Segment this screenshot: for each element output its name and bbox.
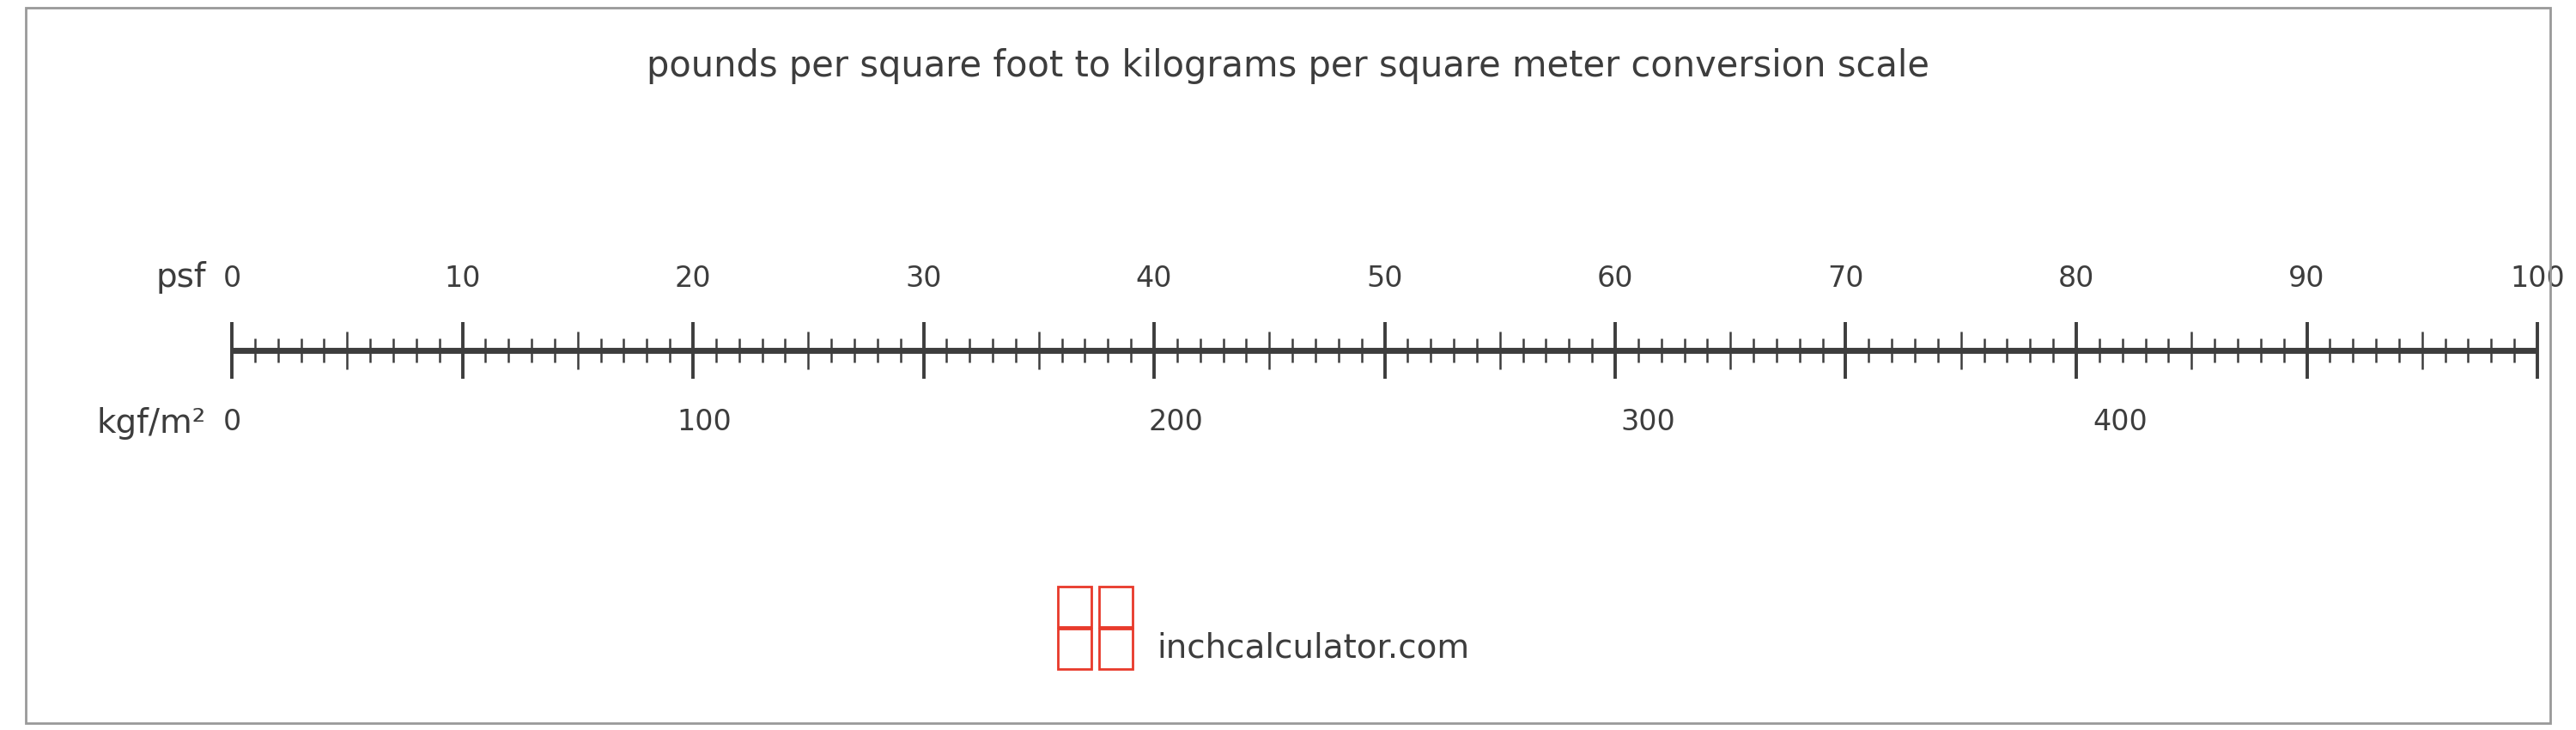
Text: 100: 100 (677, 408, 732, 437)
Text: inchcalculator.com: inchcalculator.com (1157, 631, 1468, 664)
Text: 0: 0 (222, 408, 242, 437)
Text: 10: 10 (443, 264, 482, 293)
Text: 30: 30 (904, 264, 943, 293)
Text: psf: psf (155, 261, 206, 293)
Text: 60: 60 (1597, 264, 1633, 293)
Text: 90: 90 (2287, 264, 2326, 293)
Text: 70: 70 (1826, 264, 1865, 293)
Text: 50: 50 (1365, 264, 1404, 293)
Text: 400: 400 (2094, 408, 2148, 437)
Text: 200: 200 (1149, 408, 1203, 437)
Text: 40: 40 (1136, 264, 1172, 293)
Text: 80: 80 (2058, 264, 2094, 293)
Text: 100: 100 (2509, 264, 2566, 293)
Text: 0: 0 (222, 264, 242, 293)
Text: kgf/m²: kgf/m² (98, 407, 206, 439)
Text: 20: 20 (675, 264, 711, 293)
Text: 300: 300 (1620, 408, 1677, 437)
Text: pounds per square foot to kilograms per square meter conversion scale: pounds per square foot to kilograms per … (647, 47, 1929, 84)
